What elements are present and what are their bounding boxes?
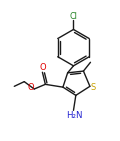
Text: Cl: Cl	[70, 12, 77, 21]
Text: H₂N: H₂N	[66, 111, 82, 120]
Text: S: S	[90, 83, 95, 92]
Text: O: O	[39, 63, 46, 72]
Text: O: O	[28, 83, 34, 92]
